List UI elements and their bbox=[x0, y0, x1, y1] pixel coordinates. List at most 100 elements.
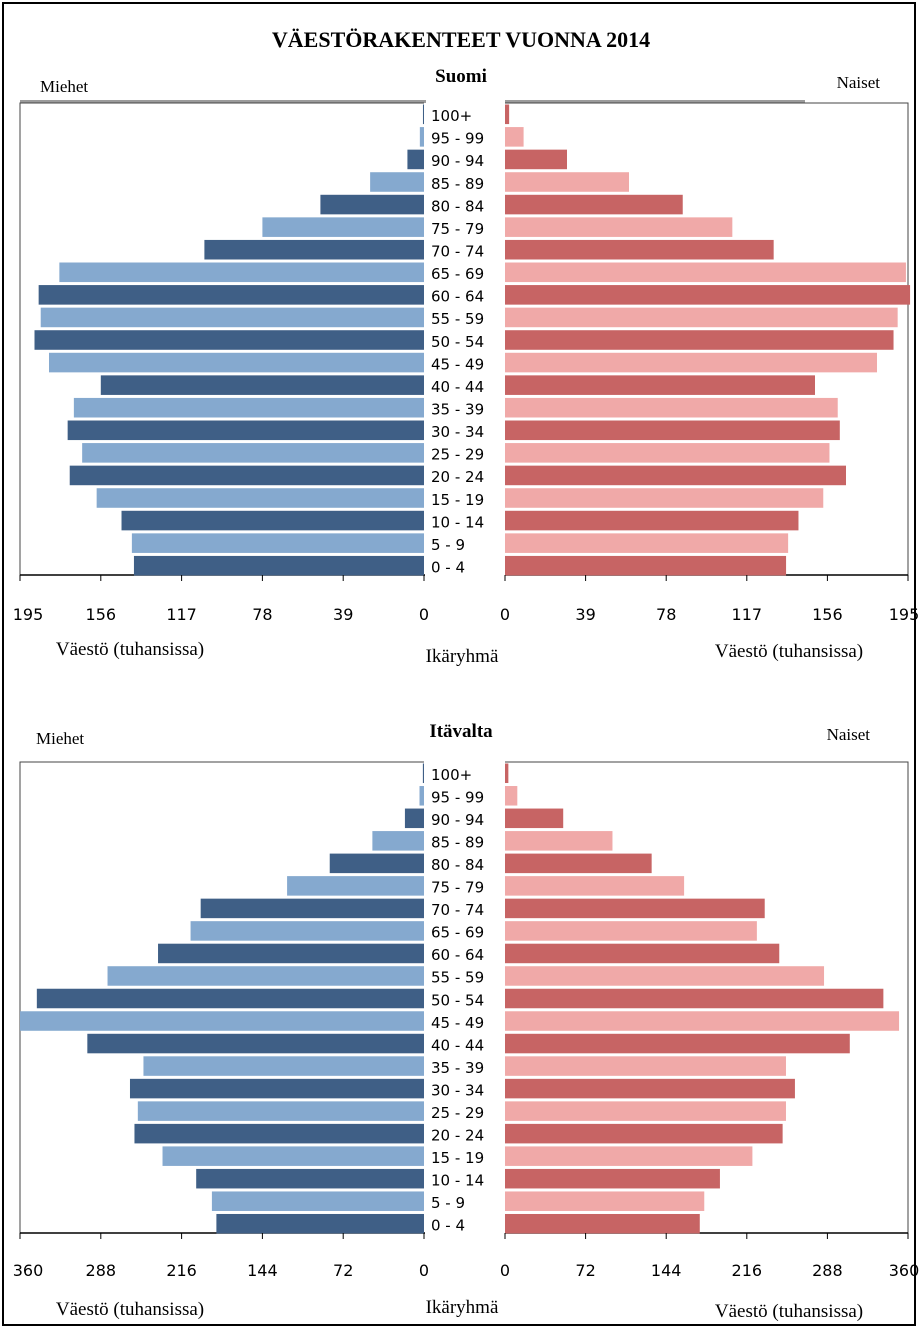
male-bar bbox=[36, 988, 424, 1009]
age-group-label: 55 - 59 bbox=[431, 969, 484, 987]
age-group-label: 20 - 24 bbox=[431, 1126, 484, 1144]
left-series-label: Miehet bbox=[36, 729, 84, 748]
male-bar bbox=[200, 898, 424, 919]
right-tick-label: 288 bbox=[812, 1261, 843, 1280]
left-tick-label: 144 bbox=[247, 1261, 278, 1280]
left-series-label: Miehet bbox=[40, 77, 88, 96]
female-bar bbox=[505, 921, 757, 941]
panel-title: Suomi bbox=[435, 66, 487, 87]
male-bar bbox=[211, 1191, 424, 1211]
female-bar bbox=[505, 352, 877, 373]
left-tick-label: 0 bbox=[419, 1261, 429, 1280]
female-bar bbox=[505, 763, 509, 784]
age-group-label: 95 - 99 bbox=[431, 130, 484, 148]
male-bar bbox=[262, 217, 424, 237]
right-tick-label: 72 bbox=[575, 1261, 595, 1280]
age-group-label: 70 - 74 bbox=[431, 243, 484, 261]
male-bar bbox=[419, 786, 424, 806]
male-bar bbox=[287, 876, 424, 896]
female-bar bbox=[505, 488, 824, 508]
right-tick-label: 360 bbox=[889, 1261, 920, 1280]
right-tick-label: 156 bbox=[812, 605, 843, 624]
age-group-label: 80 - 84 bbox=[431, 856, 484, 874]
male-bar bbox=[121, 510, 425, 531]
male-bar bbox=[216, 1213, 424, 1234]
age-group-label: 0 - 4 bbox=[431, 559, 465, 577]
male-bar bbox=[320, 194, 424, 215]
female-bar bbox=[505, 307, 898, 328]
age-group-label: 65 - 69 bbox=[431, 265, 484, 283]
female-bar bbox=[505, 1191, 705, 1211]
female-bar bbox=[505, 465, 846, 486]
age-group-label: 60 - 64 bbox=[431, 946, 484, 964]
age-group-label: 15 - 19 bbox=[431, 1149, 484, 1167]
age-group-label: 45 - 49 bbox=[431, 355, 484, 373]
female-bar bbox=[505, 420, 840, 441]
female-bar bbox=[505, 898, 765, 919]
female-bar bbox=[505, 239, 774, 260]
left-tick-label: 195 bbox=[13, 605, 44, 624]
male-bar bbox=[134, 1123, 424, 1144]
female-bar bbox=[505, 876, 685, 896]
female-bar bbox=[505, 1123, 783, 1144]
female-bar bbox=[505, 853, 652, 874]
male-bar bbox=[422, 104, 424, 125]
right-x-axis-title: Väestö (tuhansissa) bbox=[715, 641, 863, 662]
female-bar bbox=[505, 555, 787, 576]
female-bar bbox=[505, 172, 629, 192]
age-group-label: 25 - 29 bbox=[431, 1104, 484, 1122]
male-bar bbox=[204, 239, 424, 260]
left-tick-label: 156 bbox=[86, 605, 117, 624]
age-group-label: 15 - 19 bbox=[431, 491, 484, 509]
left-x-axis-title: Väestö (tuhansissa) bbox=[56, 1299, 204, 1320]
left-tick-label: 216 bbox=[166, 1261, 197, 1280]
female-bar bbox=[505, 831, 613, 851]
age-group-label: 40 - 44 bbox=[431, 1036, 484, 1054]
male-bar bbox=[87, 1033, 424, 1054]
female-bar bbox=[505, 104, 510, 125]
female-bar bbox=[505, 194, 683, 215]
male-bar bbox=[69, 465, 424, 486]
female-bar bbox=[505, 443, 830, 463]
female-bar bbox=[505, 1056, 786, 1076]
right-tick-label: 117 bbox=[732, 605, 763, 624]
male-bar bbox=[20, 1011, 424, 1031]
female-bar bbox=[505, 1011, 900, 1031]
age-group-label: 60 - 64 bbox=[431, 288, 484, 306]
left-tick-label: 78 bbox=[252, 605, 272, 624]
age-group-label: 5 - 9 bbox=[431, 536, 465, 554]
age-group-label: 25 - 29 bbox=[431, 446, 484, 464]
female-bar bbox=[505, 786, 518, 806]
female-bar bbox=[505, 1101, 786, 1121]
male-bar bbox=[196, 1168, 424, 1189]
age-group-label: 100+ bbox=[431, 107, 472, 125]
female-bar bbox=[505, 375, 815, 395]
male-bar bbox=[162, 1146, 424, 1166]
age-group-label: 95 - 99 bbox=[431, 789, 484, 807]
age-group-label: 75 - 79 bbox=[431, 220, 484, 238]
female-bar bbox=[505, 285, 911, 305]
age-group-label: 45 - 49 bbox=[431, 1014, 484, 1032]
header-bar-left bbox=[20, 100, 426, 103]
female-bar bbox=[505, 510, 799, 531]
right-tick-label: 0 bbox=[500, 1261, 510, 1280]
center-axis-title: Ikäryhmä bbox=[426, 646, 499, 667]
right-tick-label: 195 bbox=[889, 605, 920, 624]
age-group-label: 40 - 44 bbox=[431, 378, 484, 396]
age-group-label: 35 - 39 bbox=[431, 401, 484, 419]
male-bar bbox=[107, 966, 425, 986]
male-bar bbox=[131, 533, 424, 553]
male-bar bbox=[73, 397, 424, 418]
age-group-label: 85 - 89 bbox=[431, 175, 484, 193]
female-bar bbox=[505, 149, 567, 170]
male-bar bbox=[407, 149, 424, 170]
male-bar bbox=[129, 1078, 424, 1099]
right-tick-label: 216 bbox=[732, 1261, 763, 1280]
age-group-label: 85 - 89 bbox=[431, 834, 484, 852]
male-bar bbox=[329, 853, 424, 874]
female-bar bbox=[505, 217, 733, 237]
age-group-label: 50 - 54 bbox=[431, 991, 484, 1009]
male-bar bbox=[372, 831, 424, 851]
age-group-label: 55 - 59 bbox=[431, 310, 484, 328]
